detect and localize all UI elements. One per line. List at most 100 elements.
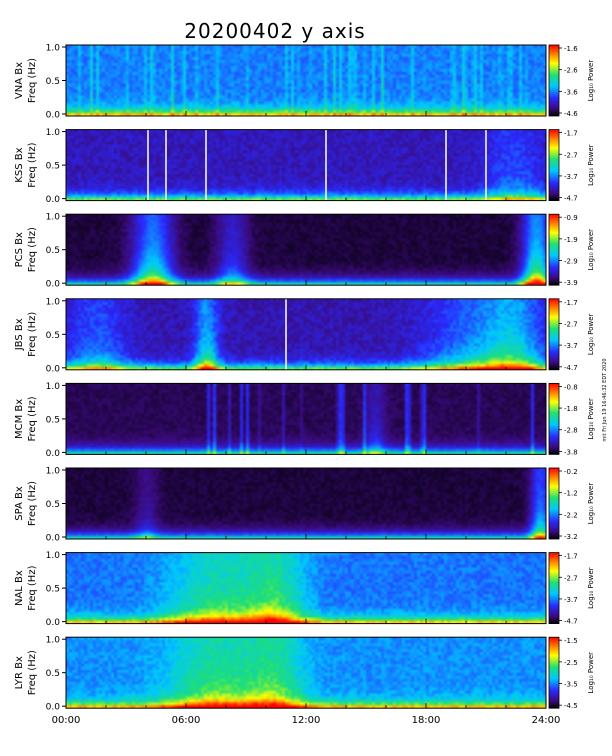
colorbar-tick-label: -2.5 [564,659,578,667]
spectrogram-image [66,637,546,709]
panel: 1.0 0.5 0.0 NAL Bx Freq (Hz) -1.7 -2.7 -3.7 -4.7… [14,551,595,628]
colorbar-tick-label: -1.8 [564,405,578,413]
colorbar-label: Log₁₀ Power [587,229,595,271]
colorbar-label: Log₁₀ Power [587,144,595,186]
spectrogram-image [66,383,546,455]
time-tick-label: 00:00 [52,715,81,726]
colorbar [548,467,560,540]
side-note: mit Fri Jun 19 16:46:32 EDT 2020 [602,358,608,441]
colorbar-tick-label: -2.6 [564,67,578,75]
station-label: NAL Bx [14,570,25,606]
colorbar [548,552,560,624]
freq-tick-label: 1.0 [46,636,61,646]
panel: 1.0 0.5 0.0 VNA Bx Freq (Hz) -1.6 -2.6 -3.6 -4.6… [14,44,595,121]
colorbar [548,382,560,455]
time-tick-label: 18:00 [412,715,441,726]
colorbar-label: Log₁₀ Power [587,313,595,355]
colorbar-tick-label: -2.7 [564,151,578,159]
spectrogram-image [66,468,546,539]
station-label: LYR Bx [14,656,25,689]
colorbar-tick-label: -3.7 [564,596,578,604]
colorbar-tick-label: -4.7 [564,195,578,203]
freq-axis-label: Freq (Hz) [27,396,38,441]
freq-axis-label: Freq (Hz) [27,227,38,272]
station-label: SPA Bx [14,486,25,521]
spectrogram-image [66,214,546,286]
time-axis: 00:00 06:00 12:00 18:00 24:00 [52,715,561,726]
colorbar-tick-label: -0.2 [564,468,578,476]
station-label: JBS Bx [14,318,25,351]
freq-tick-label: 0.0 [46,364,61,374]
panel: 1.0 0.5 0.0 SPA Bx Freq (Hz) -0.2 -1.2 -2.2 -3.2… [14,467,595,544]
spectrogram-image [66,45,546,116]
panel: 1.0 0.5 0.0 MCM Bx Freq (Hz) -0.8 -1.8 -2.8 -3.8… [14,382,595,459]
freq-tick-label: 1.0 [46,44,61,54]
station-label: MCM Bx [14,399,25,439]
freq-tick-label: 0.5 [46,500,60,510]
freq-axis-label: Freq (Hz) [27,312,38,357]
freq-tick-label: 0.0 [46,534,61,544]
colorbar [548,298,560,371]
colorbar-tick-label: -2.7 [564,574,578,582]
freq-tick-label: 0.0 [46,703,61,713]
time-tick-label: 06:00 [172,715,201,726]
freq-tick-label: 0.5 [46,246,60,256]
colorbar [548,636,560,709]
panel: 1.0 0.5 0.0 PCS Bx Freq (Hz) -0.9 -1.9 -2.9 -3.9… [14,213,595,290]
colorbar-tick-label: -2.2 [564,511,578,519]
freq-tick-label: 1.0 [46,467,61,477]
freq-tick-label: 0.5 [46,331,60,341]
freq-tick-label: 1.0 [46,551,61,561]
colorbar-tick-label: -2.8 [564,427,578,435]
colorbar [548,44,560,117]
freq-axis-label: Freq (Hz) [27,565,38,610]
colorbar-tick-label: -3.9 [564,279,578,287]
colorbar-tick-label: -1.7 [564,553,578,561]
panel: 1.0 0.5 0.0 JBS Bx Freq (Hz) -1.7 -2.7 -3.7 -4.7… [14,297,595,374]
colorbar [548,213,560,286]
colorbar-tick-label: -0.9 [564,214,578,222]
freq-tick-label: 0.0 [46,449,61,459]
chart-title: 20200402 y axis [184,19,365,43]
panel: 1.0 0.5 0.0 LYR Bx Freq (Hz) -1.5 -2.5 -3.5 -4.5… [14,636,595,713]
freq-tick-label: 1.0 [46,382,61,392]
station-label: VNA Bx [14,62,25,99]
panel: 1.0 0.5 0.0 KSS Bx Freq (Hz) -1.7 -2.7 -3.7 -4.7… [14,128,595,205]
colorbar-label: Log₁₀ Power [587,60,595,102]
colorbar-tick-label: -1.2 [564,490,578,498]
colorbar-tick-label: -0.8 [564,383,578,391]
colorbar-tick-label: -2.7 [564,320,578,328]
freq-axis-label: Freq (Hz) [27,650,38,695]
freq-axis-label: Freq (Hz) [27,58,38,103]
colorbar-tick-label: -4.7 [564,618,578,626]
colorbar-tick-label: -1.9 [564,236,578,244]
colorbar-tick-label: -3.5 [564,681,578,689]
colorbar-tick-label: -4.7 [564,364,578,372]
station-label: KSS Bx [14,147,25,182]
colorbar-tick-label: -1.5 [564,637,578,645]
freq-tick-label: 0.0 [46,195,61,205]
freq-tick-label: 0.5 [46,77,60,87]
freq-tick-label: 1.0 [46,128,61,138]
freq-axis-label: Freq (Hz) [27,481,38,526]
freq-tick-label: 0.0 [46,618,61,628]
spectrogram-image [66,552,546,624]
colorbar-label: Log₁₀ Power [587,652,595,694]
station-label: PCS Bx [14,232,25,267]
freq-tick-label: 0.5 [46,669,60,679]
colorbar-tick-label: -1.6 [564,45,578,53]
colorbar-tick-label: -1.7 [564,299,578,307]
colorbar-tick-label: -3.2 [564,533,578,541]
colorbar [548,129,560,202]
time-tick-label: 24:00 [532,715,561,726]
colorbar-tick-label: -1.7 [564,130,578,138]
freq-tick-label: 0.5 [46,585,60,595]
freq-tick-label: 0.5 [46,162,60,172]
colorbar-tick-label: -3.7 [564,173,578,181]
spectrogram-image [66,298,546,370]
freq-tick-label: 0.5 [46,415,60,425]
freq-tick-label: 1.0 [46,213,61,223]
freq-tick-label: 1.0 [46,297,61,307]
colorbar-tick-label: -3.8 [564,448,578,456]
